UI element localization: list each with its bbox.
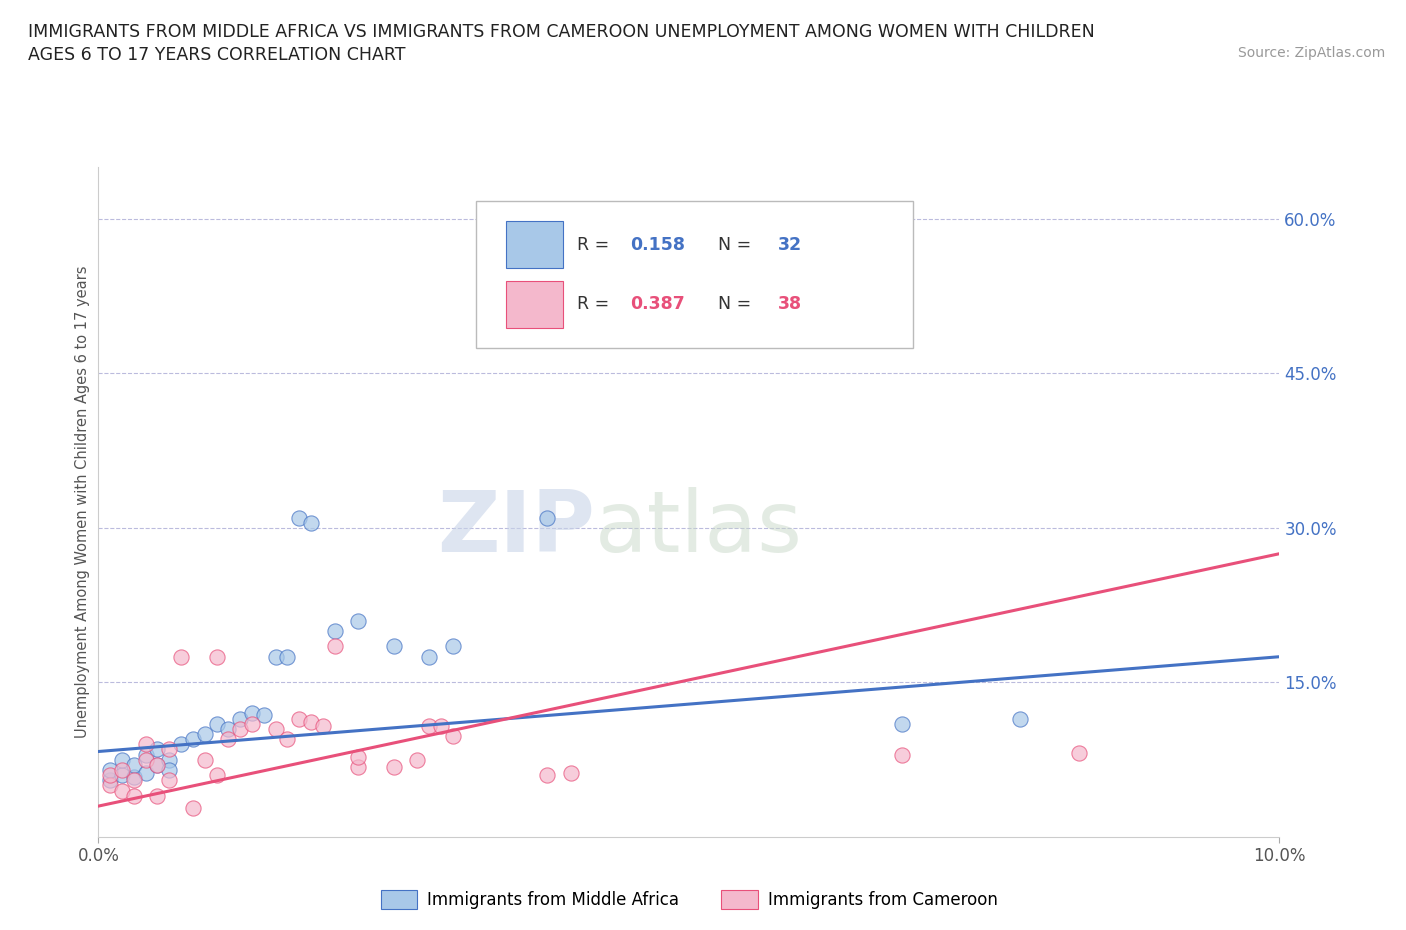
Point — [181, 801, 204, 816]
Text: N =: N = — [707, 295, 756, 313]
Point — [536, 511, 558, 525]
Point — [122, 757, 145, 772]
Text: 32: 32 — [778, 236, 801, 254]
Legend: Immigrants from Middle Africa, Immigrants from Cameroon: Immigrants from Middle Africa, Immigrant… — [374, 884, 1004, 916]
Point — [418, 718, 440, 733]
Point — [146, 757, 169, 772]
Point — [382, 639, 405, 654]
Point — [430, 718, 453, 733]
Point — [323, 623, 346, 638]
Point — [181, 732, 204, 747]
Point — [276, 732, 298, 747]
Point — [98, 763, 121, 777]
Point — [441, 728, 464, 743]
Point — [347, 613, 370, 628]
Text: 0.387: 0.387 — [630, 295, 685, 313]
Point — [146, 789, 169, 804]
Point — [229, 711, 252, 726]
Point — [253, 708, 276, 723]
Text: Source: ZipAtlas.com: Source: ZipAtlas.com — [1237, 46, 1385, 60]
Text: atlas: atlas — [595, 487, 803, 570]
Point — [170, 737, 193, 751]
Point — [98, 768, 121, 783]
Text: 0.158: 0.158 — [630, 236, 685, 254]
Point — [240, 716, 263, 731]
Point — [382, 760, 405, 775]
Point — [146, 757, 169, 772]
Point — [157, 742, 180, 757]
Point — [299, 515, 322, 530]
Point — [111, 783, 134, 798]
Text: IMMIGRANTS FROM MIDDLE AFRICA VS IMMIGRANTS FROM CAMEROON UNEMPLOYMENT AMONG WOM: IMMIGRANTS FROM MIDDLE AFRICA VS IMMIGRA… — [28, 23, 1095, 41]
Point — [890, 747, 912, 762]
Point — [264, 649, 287, 664]
Point — [146, 742, 169, 757]
Point — [157, 752, 180, 767]
Point — [288, 511, 311, 525]
Point — [194, 752, 217, 767]
Point — [560, 765, 582, 780]
Y-axis label: Unemployment Among Women with Children Ages 6 to 17 years: Unemployment Among Women with Children A… — [75, 266, 90, 738]
Point — [299, 714, 322, 729]
Point — [122, 770, 145, 785]
Text: N =: N = — [707, 236, 756, 254]
Point — [157, 773, 180, 788]
FancyBboxPatch shape — [477, 201, 914, 348]
Point — [205, 649, 228, 664]
Point — [1067, 745, 1090, 760]
Point — [595, 284, 617, 299]
Point — [111, 752, 134, 767]
Point — [288, 711, 311, 726]
Point — [406, 752, 429, 767]
FancyBboxPatch shape — [506, 221, 562, 268]
Point — [135, 752, 157, 767]
Text: 38: 38 — [778, 295, 801, 313]
Point — [135, 765, 157, 780]
Point — [323, 639, 346, 654]
Text: R =: R = — [576, 295, 614, 313]
Point — [240, 706, 263, 721]
Point — [111, 763, 134, 777]
Point — [205, 716, 228, 731]
Point — [122, 789, 145, 804]
Point — [217, 732, 239, 747]
Point — [312, 718, 335, 733]
Point — [536, 768, 558, 783]
Point — [194, 726, 217, 741]
Point — [347, 750, 370, 764]
Point — [111, 768, 134, 783]
Point — [418, 649, 440, 664]
Text: AGES 6 TO 17 YEARS CORRELATION CHART: AGES 6 TO 17 YEARS CORRELATION CHART — [28, 46, 405, 64]
Point — [98, 773, 121, 788]
Point — [890, 716, 912, 731]
Text: R =: R = — [576, 236, 614, 254]
Point — [276, 649, 298, 664]
Point — [98, 778, 121, 793]
Point — [347, 760, 370, 775]
Point — [441, 639, 464, 654]
Point — [229, 722, 252, 737]
Point — [157, 763, 180, 777]
Point — [170, 649, 193, 664]
Point — [122, 773, 145, 788]
Text: ZIP: ZIP — [437, 487, 595, 570]
Point — [264, 722, 287, 737]
Point — [135, 747, 157, 762]
FancyBboxPatch shape — [506, 281, 562, 328]
Point — [205, 768, 228, 783]
Point — [1008, 711, 1031, 726]
Point — [217, 722, 239, 737]
Point — [135, 737, 157, 751]
